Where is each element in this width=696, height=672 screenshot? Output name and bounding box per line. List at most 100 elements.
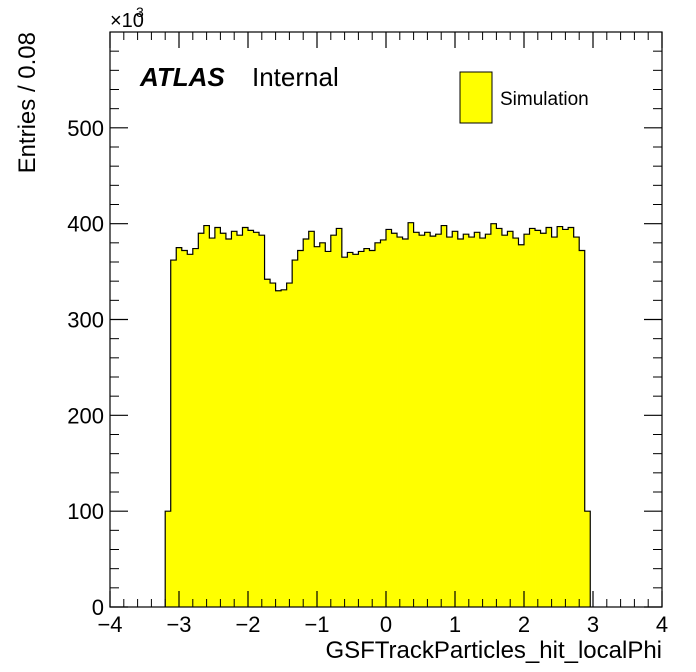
histogram-bin xyxy=(286,283,293,607)
histogram-bin xyxy=(297,250,304,607)
histogram-bin xyxy=(165,511,172,607)
histogram-bin xyxy=(314,246,321,607)
y-tick-label: 0 xyxy=(92,595,104,620)
histogram-bin xyxy=(308,231,315,608)
histogram-bin xyxy=(220,233,227,607)
legend-label-simulation: Simulation xyxy=(500,89,589,110)
y-axis-ticks: 0 100 200 300 400 500 xyxy=(67,50,662,620)
histogram-bin xyxy=(336,228,343,608)
x-tick-label: −4 xyxy=(97,612,122,637)
histogram-bin xyxy=(259,235,265,607)
x-axis-title: GSFTrackParticles_hit_localPhi xyxy=(325,637,662,664)
x-tick-label: −2 xyxy=(235,612,260,637)
histogram-bin xyxy=(380,239,387,608)
histogram-bin xyxy=(496,228,503,608)
x-tick-label: 4 xyxy=(656,612,668,637)
x-tick-label: 1 xyxy=(449,612,461,637)
histogram-bin xyxy=(457,239,464,607)
y-axis-title: Entries / 0.08 xyxy=(14,32,41,173)
histogram-bin xyxy=(479,238,486,607)
histogram-bin xyxy=(584,511,591,607)
histogram-bin xyxy=(540,233,547,607)
histogram-bin xyxy=(463,234,470,608)
histogram-bin xyxy=(330,235,337,607)
histogram-bin xyxy=(270,283,276,607)
x-tick-label: 0 xyxy=(380,612,392,637)
histogram-bin xyxy=(319,242,326,608)
histogram-bin xyxy=(468,237,475,608)
histogram-bin xyxy=(507,231,514,608)
y-axis-multiplier: ×10 xyxy=(110,10,144,32)
y-tick-label: 400 xyxy=(67,212,104,237)
histogram-bin xyxy=(369,250,376,607)
histogram-bin xyxy=(325,251,332,608)
histogram-bin xyxy=(225,239,232,607)
histogram-bin xyxy=(231,231,238,608)
histogram-bin xyxy=(452,231,459,608)
histogram-bin xyxy=(557,226,564,607)
histogram-bin xyxy=(535,230,541,607)
histogram-bin xyxy=(248,230,254,607)
histogram-bin xyxy=(562,229,569,607)
histogram-bin xyxy=(209,238,216,607)
histogram-bin xyxy=(275,290,282,607)
histogram-bin xyxy=(430,236,437,607)
histogram-bin xyxy=(485,234,492,608)
internal-label: Internal xyxy=(252,62,339,92)
histogram-bin xyxy=(546,227,552,607)
histogram-bin xyxy=(187,254,194,608)
histogram-bin xyxy=(529,228,536,608)
histogram-bin xyxy=(198,233,205,607)
histogram-bin xyxy=(386,229,392,607)
histogram-bin xyxy=(391,233,398,607)
histogram-bin xyxy=(292,260,299,607)
histogram-bin xyxy=(413,232,420,607)
histogram-bin xyxy=(242,227,249,607)
histogram-bin xyxy=(501,235,508,607)
atlas-label: ATLAS xyxy=(139,62,225,92)
histogram-bin xyxy=(512,238,519,607)
histogram-bin xyxy=(176,247,183,607)
x-tick-label: −3 xyxy=(166,612,191,637)
histogram-bin xyxy=(374,242,381,608)
x-axis-ticks: −4 −3 −2 −1 0 1 2 3 4 xyxy=(97,32,668,637)
histogram-bin xyxy=(253,232,260,607)
histogram-bin xyxy=(170,260,177,607)
histogram-bin xyxy=(490,223,497,607)
histogram-bin xyxy=(518,244,525,607)
histogram-bin xyxy=(408,222,414,608)
x-tick-label: 2 xyxy=(518,612,530,637)
histogram-bin xyxy=(214,227,221,607)
histogram-bin xyxy=(303,239,310,607)
histogram-bin xyxy=(236,235,243,607)
histogram-bin xyxy=(192,248,199,608)
histogram-bin xyxy=(203,225,210,608)
x-tick-label: −1 xyxy=(304,612,329,637)
histogram-bin xyxy=(474,232,481,607)
histogram-bin xyxy=(446,237,453,608)
histogram-bin xyxy=(281,289,288,607)
x-tick-label: 3 xyxy=(587,612,599,637)
histogram-bin xyxy=(181,250,188,607)
histogram-bin xyxy=(424,232,431,607)
histogram-bin xyxy=(441,225,448,608)
histogram-bin xyxy=(397,237,403,608)
legend-swatch-simulation xyxy=(459,71,493,124)
histogram-bin xyxy=(358,251,365,608)
y-tick-label: 200 xyxy=(67,403,104,428)
histogram-bin xyxy=(573,237,580,608)
histogram-bin xyxy=(363,248,370,608)
histogram-bin xyxy=(419,235,426,607)
histogram-bin xyxy=(402,239,409,607)
histogram-bars xyxy=(165,222,591,608)
y-tick-label: 100 xyxy=(67,499,104,524)
histogram-bin xyxy=(579,250,586,607)
y-axis-multiplier-exponent: 3 xyxy=(136,4,144,20)
histogram-bin xyxy=(264,279,271,607)
histogram-bin xyxy=(524,234,530,608)
histogram-bin xyxy=(435,234,442,608)
y-tick-label: 300 xyxy=(67,308,104,333)
histogram-bin xyxy=(341,257,348,607)
histogram-bin xyxy=(352,254,359,608)
